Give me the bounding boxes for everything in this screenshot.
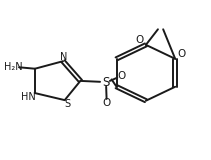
Text: O: O	[117, 71, 125, 81]
Text: N: N	[60, 52, 67, 62]
Text: H₂N: H₂N	[4, 62, 22, 72]
Text: HN: HN	[22, 92, 36, 102]
Text: O: O	[178, 49, 186, 59]
Text: O: O	[135, 35, 143, 45]
Text: S: S	[102, 76, 109, 89]
Text: S: S	[64, 99, 70, 109]
Text: O: O	[103, 98, 111, 108]
